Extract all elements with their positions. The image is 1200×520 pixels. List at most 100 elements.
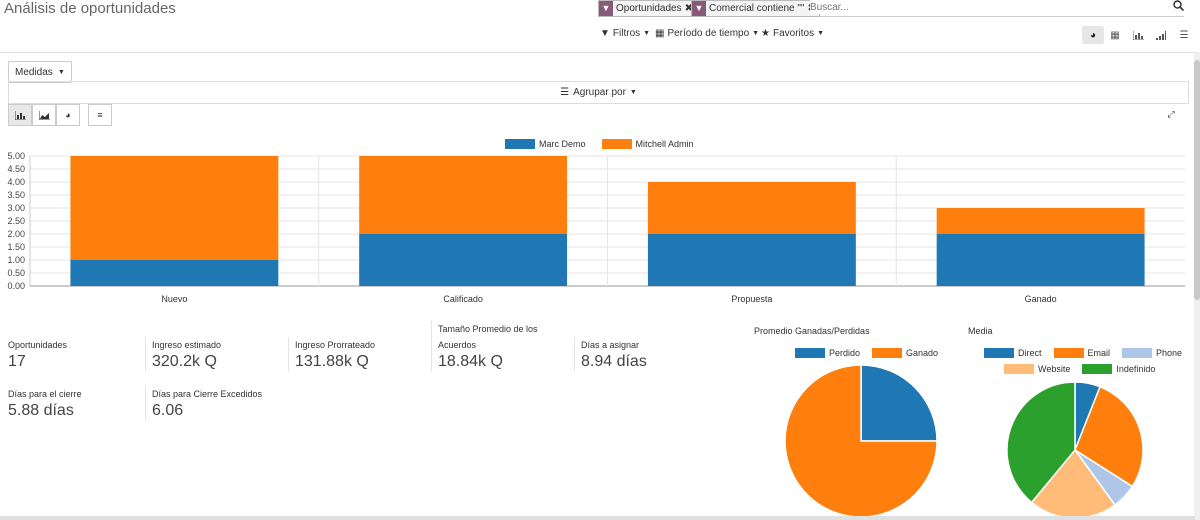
pie-slice: [1074, 385, 1144, 488]
bar-chart-icon: [1132, 30, 1144, 40]
pivot-view-button[interactable]: ▦: [1104, 26, 1126, 44]
remove-facet-icon[interactable]: ✖: [684, 3, 693, 14]
kpi-card[interactable]: Ingreso Prorrateado 131.88k Q: [288, 337, 430, 371]
pie-title: Media: [968, 326, 993, 336]
y-tick-label: 3.50: [7, 190, 25, 200]
kpi-card[interactable]: Tamaño Promedio de los Acuerdos 18.84k Q: [431, 321, 568, 371]
y-tick-label: 2.50: [7, 216, 25, 226]
legend-swatch: [984, 348, 1014, 358]
line-chart-mode-button[interactable]: [32, 104, 56, 126]
legend-swatch: [1082, 364, 1113, 374]
facet-label: Comercial contiene "": [709, 3, 805, 14]
bar-segment: [647, 182, 856, 234]
facet-label: Oportunidades: [616, 3, 682, 14]
filter-icon: ▼: [692, 1, 706, 16]
kpi-card[interactable]: Días para Cierre Excedidos 6.06: [145, 386, 287, 420]
expand-icon: ⤢: [1167, 108, 1175, 119]
kpi-label: Ingreso Prorrateado: [295, 340, 376, 350]
y-tick-label: 4.50: [7, 164, 25, 174]
kpi-card[interactable]: Oportunidades 17: [8, 337, 143, 371]
measures-button[interactable]: Medidas ▼: [8, 61, 72, 83]
kpi-value: 5.88 días: [8, 402, 74, 419]
filter-icon: ▼: [599, 1, 613, 16]
header-divider: [0, 52, 1195, 53]
legend-label: Mitchell Admin: [635, 139, 694, 149]
kpi-value: 18.84k Q: [438, 353, 503, 370]
caret-down-icon: ▼: [817, 30, 825, 37]
list-icon: ☰: [1179, 29, 1189, 41]
kpi-card[interactable]: Días para el cierre 5.88 días: [8, 386, 143, 420]
legend-swatch: [795, 348, 825, 358]
kpi-card[interactable]: Días a asignar 8.94 días: [574, 337, 711, 371]
kpi-label: Días para el cierre: [8, 389, 82, 399]
search-facet[interactable]: ▼ Comercial contiene "" ✖: [691, 0, 820, 17]
legend-swatch: [1122, 348, 1153, 358]
pie-slice: [1006, 381, 1076, 504]
signal-icon: [1156, 30, 1166, 40]
database-icon: ≡: [97, 110, 103, 120]
search-facet[interactable]: ▼ Oportunidades ✖: [598, 0, 697, 17]
calendar-icon: ▦: [655, 28, 665, 39]
legend-swatch: [1004, 364, 1034, 374]
pie-title: Promedio Ganadas/Perdidas: [754, 326, 870, 336]
x-tick-label: Nuevo: [161, 294, 187, 304]
search-icon[interactable]: [1173, 0, 1185, 14]
caret-down-icon: ▼: [752, 30, 760, 37]
filter-icon: ▼: [600, 28, 610, 39]
kpi-label: Oportunidades: [8, 340, 68, 350]
y-tick-label: 4.00: [7, 177, 25, 187]
filters-dropdown[interactable]: ▼ Filtros ▼: [600, 28, 650, 39]
expand-button[interactable]: ⤢: [1160, 104, 1182, 124]
y-tick-label: 5.00: [7, 151, 25, 161]
x-tick-label: Propuesta: [731, 294, 772, 304]
bar-segment: [359, 234, 568, 286]
pie-slice: [784, 364, 938, 518]
graph-view-button[interactable]: [1127, 26, 1149, 44]
table-icon: ▦: [1110, 29, 1120, 41]
dashboard-view-button[interactable]: ◕: [1082, 26, 1104, 44]
y-tick-label: 2.00: [7, 229, 25, 239]
search-bar: ▼ Oportunidades ✖ ▼ Comercial contiene "…: [598, 0, 1185, 17]
y-tick-label: 0.00: [7, 281, 25, 291]
kpi-value: 131.88k Q: [295, 353, 369, 370]
bar-segment: [70, 260, 279, 286]
pie-legend: Perdido Ganado: [795, 348, 938, 358]
pie-legend: Direct Email Phone: [984, 348, 1182, 358]
legend-label: Indefinido: [1116, 364, 1156, 374]
stack-toggle-button[interactable]: ≡: [88, 104, 112, 126]
area-chart-icon: [38, 110, 50, 120]
pie-chart-mode-button[interactable]: ◕: [56, 104, 80, 126]
pie-chart-medium: [1006, 381, 1144, 519]
pie-chart-won-lost: [784, 364, 938, 518]
legend-swatch: [505, 139, 535, 149]
bar-segment: [70, 156, 279, 260]
x-tick-label: Calificado: [443, 294, 483, 304]
kpi-label: Días a asignar: [581, 340, 640, 350]
cohort-view-button[interactable]: [1150, 26, 1172, 44]
x-tick-label: Ganado: [1025, 294, 1057, 304]
page-title: Análisis de oportunidades: [4, 0, 176, 17]
period-dropdown[interactable]: ▦ Período de tiempo ▼: [655, 28, 759, 39]
legend-label: Website: [1038, 364, 1071, 374]
y-tick-label: 3.00: [7, 203, 25, 213]
caret-down-icon: ▼: [57, 68, 65, 76]
group-by-bar[interactable]: ☰ Agrupar por ▼: [8, 81, 1189, 104]
search-input[interactable]: [810, 0, 1150, 14]
legend-label: Ganado: [906, 348, 939, 358]
bar-chart-mode-button[interactable]: [8, 104, 32, 126]
kpi-card[interactable]: Ingreso estimado 320.2k Q: [145, 337, 287, 371]
filters-label: Filtros: [612, 28, 641, 39]
legend-label: Perdido: [829, 348, 861, 358]
list-view-button[interactable]: ☰: [1173, 26, 1195, 44]
favorites-dropdown[interactable]: ★ Favoritos ▼: [761, 28, 824, 39]
scrollbar-thumb[interactable]: [1194, 60, 1200, 300]
legend-label: Direct: [1018, 348, 1042, 358]
chart-legend: Marc Demo Mitchell Admin: [505, 139, 694, 149]
horizontal-scrollbar[interactable]: [0, 516, 1195, 520]
bar-chart: 0.00 0.50 1.00 1.50 2.00 2.50 3.00 3.50 4.00 4.50…: [7, 151, 1185, 304]
measures-label: Medidas: [15, 66, 53, 78]
legend-swatch: [872, 348, 903, 358]
y-tick-label: 1.50: [7, 242, 25, 252]
kpi-value: 17: [8, 353, 26, 370]
caret-down-icon: ▼: [643, 30, 651, 37]
